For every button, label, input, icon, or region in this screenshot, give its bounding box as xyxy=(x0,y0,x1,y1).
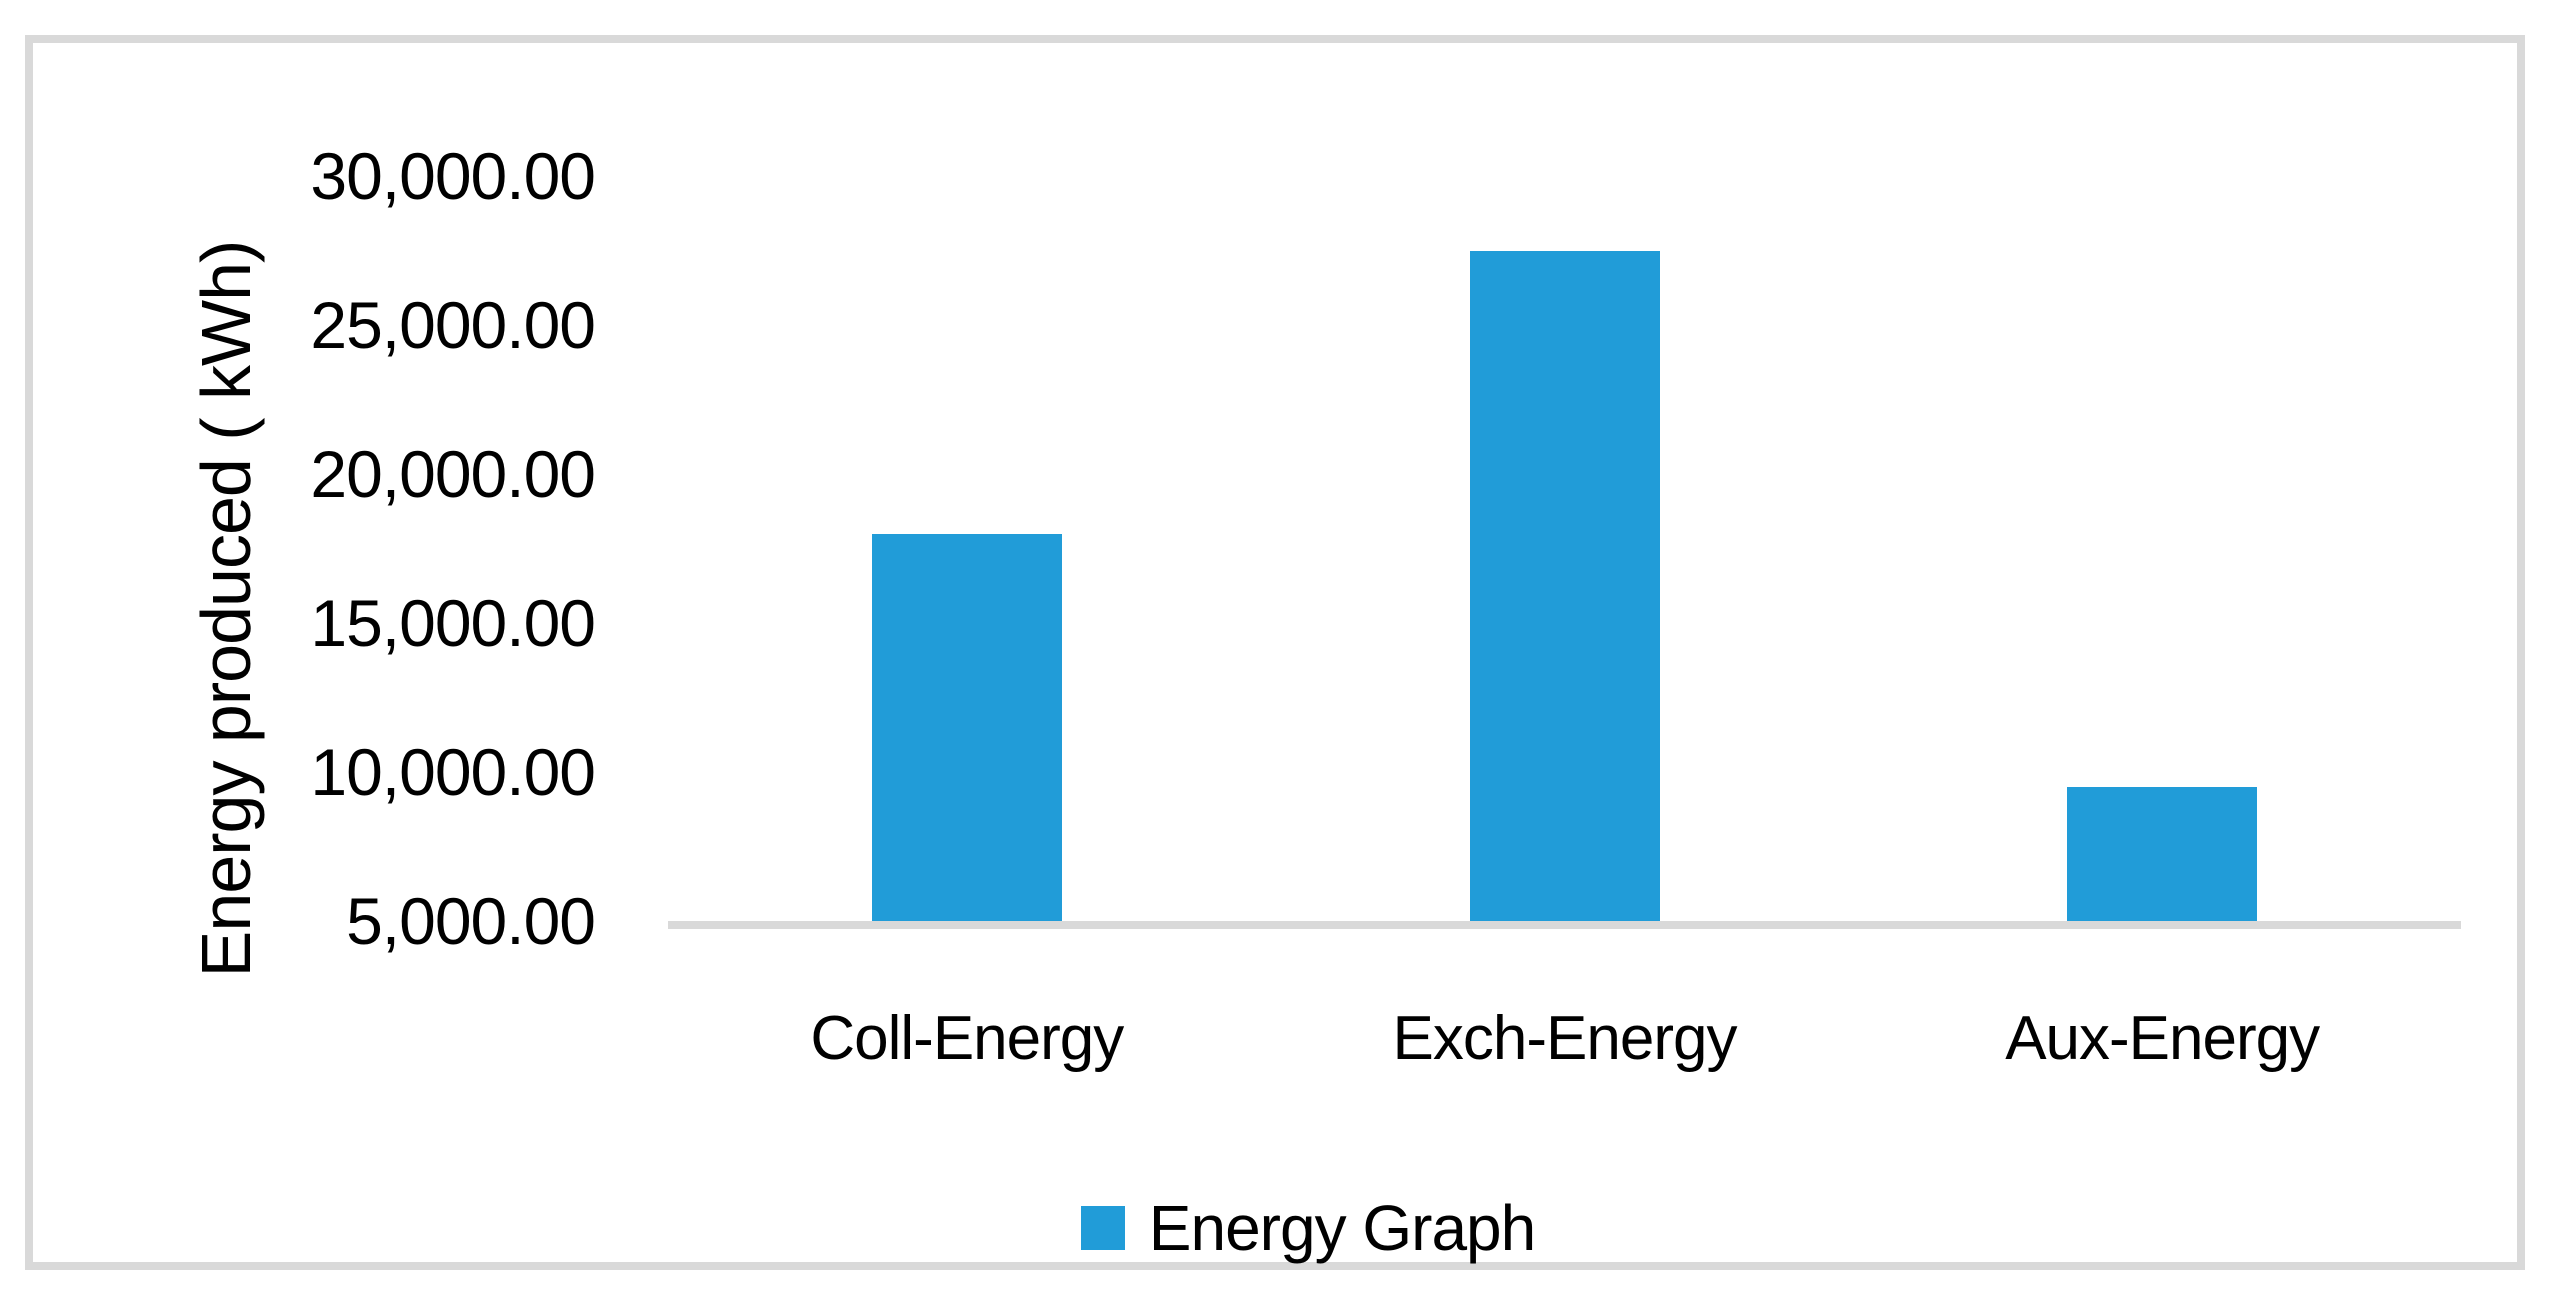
x-axis-category-labels: Coll-Energy Exch-Energy Aux-Energy xyxy=(668,1003,2461,1074)
bar-exch-energy[interactable] xyxy=(1469,250,1660,921)
bar-slot-aux-energy xyxy=(1863,176,2461,921)
y-tick-label: 10,000.00 xyxy=(310,735,596,809)
y-tick-label: 15,000.00 xyxy=(310,586,596,660)
y-tick-label: 30,000.00 xyxy=(310,139,596,213)
bar-aux-energy[interactable] xyxy=(2067,786,2258,921)
legend-item-energy-graph[interactable]: Energy Graph xyxy=(1080,1191,1536,1265)
bar-coll-energy[interactable] xyxy=(871,533,1062,921)
x-label-coll-energy: Coll-Energy xyxy=(810,1004,1124,1073)
y-tick-label: 5,000.00 xyxy=(346,884,596,958)
plot-area xyxy=(668,176,2461,921)
legend: Energy Graph xyxy=(58,1191,2558,1265)
legend-color-swatch xyxy=(1080,1206,1125,1250)
bar-slot-coll-energy xyxy=(668,176,1266,921)
x-axis-line xyxy=(668,921,2461,929)
y-axis-tick-labels: 30,000.00 25,000.00 20,000.00 15,000.00 10,0… xyxy=(33,139,596,958)
x-label-exch-energy: Exch-Energy xyxy=(1392,1004,1738,1073)
legend-label: Energy Graph xyxy=(1148,1192,1536,1264)
bar-slot-exch-energy xyxy=(1266,176,1864,921)
chart-frame: Energy produced ( kWh) 30,000.00 25,000.0… xyxy=(25,35,2525,1270)
y-tick-label: 25,000.00 xyxy=(310,288,596,362)
x-label-aux-energy: Aux-Energy xyxy=(2005,1004,2320,1073)
y-tick-label: 20,000.00 xyxy=(310,437,596,511)
